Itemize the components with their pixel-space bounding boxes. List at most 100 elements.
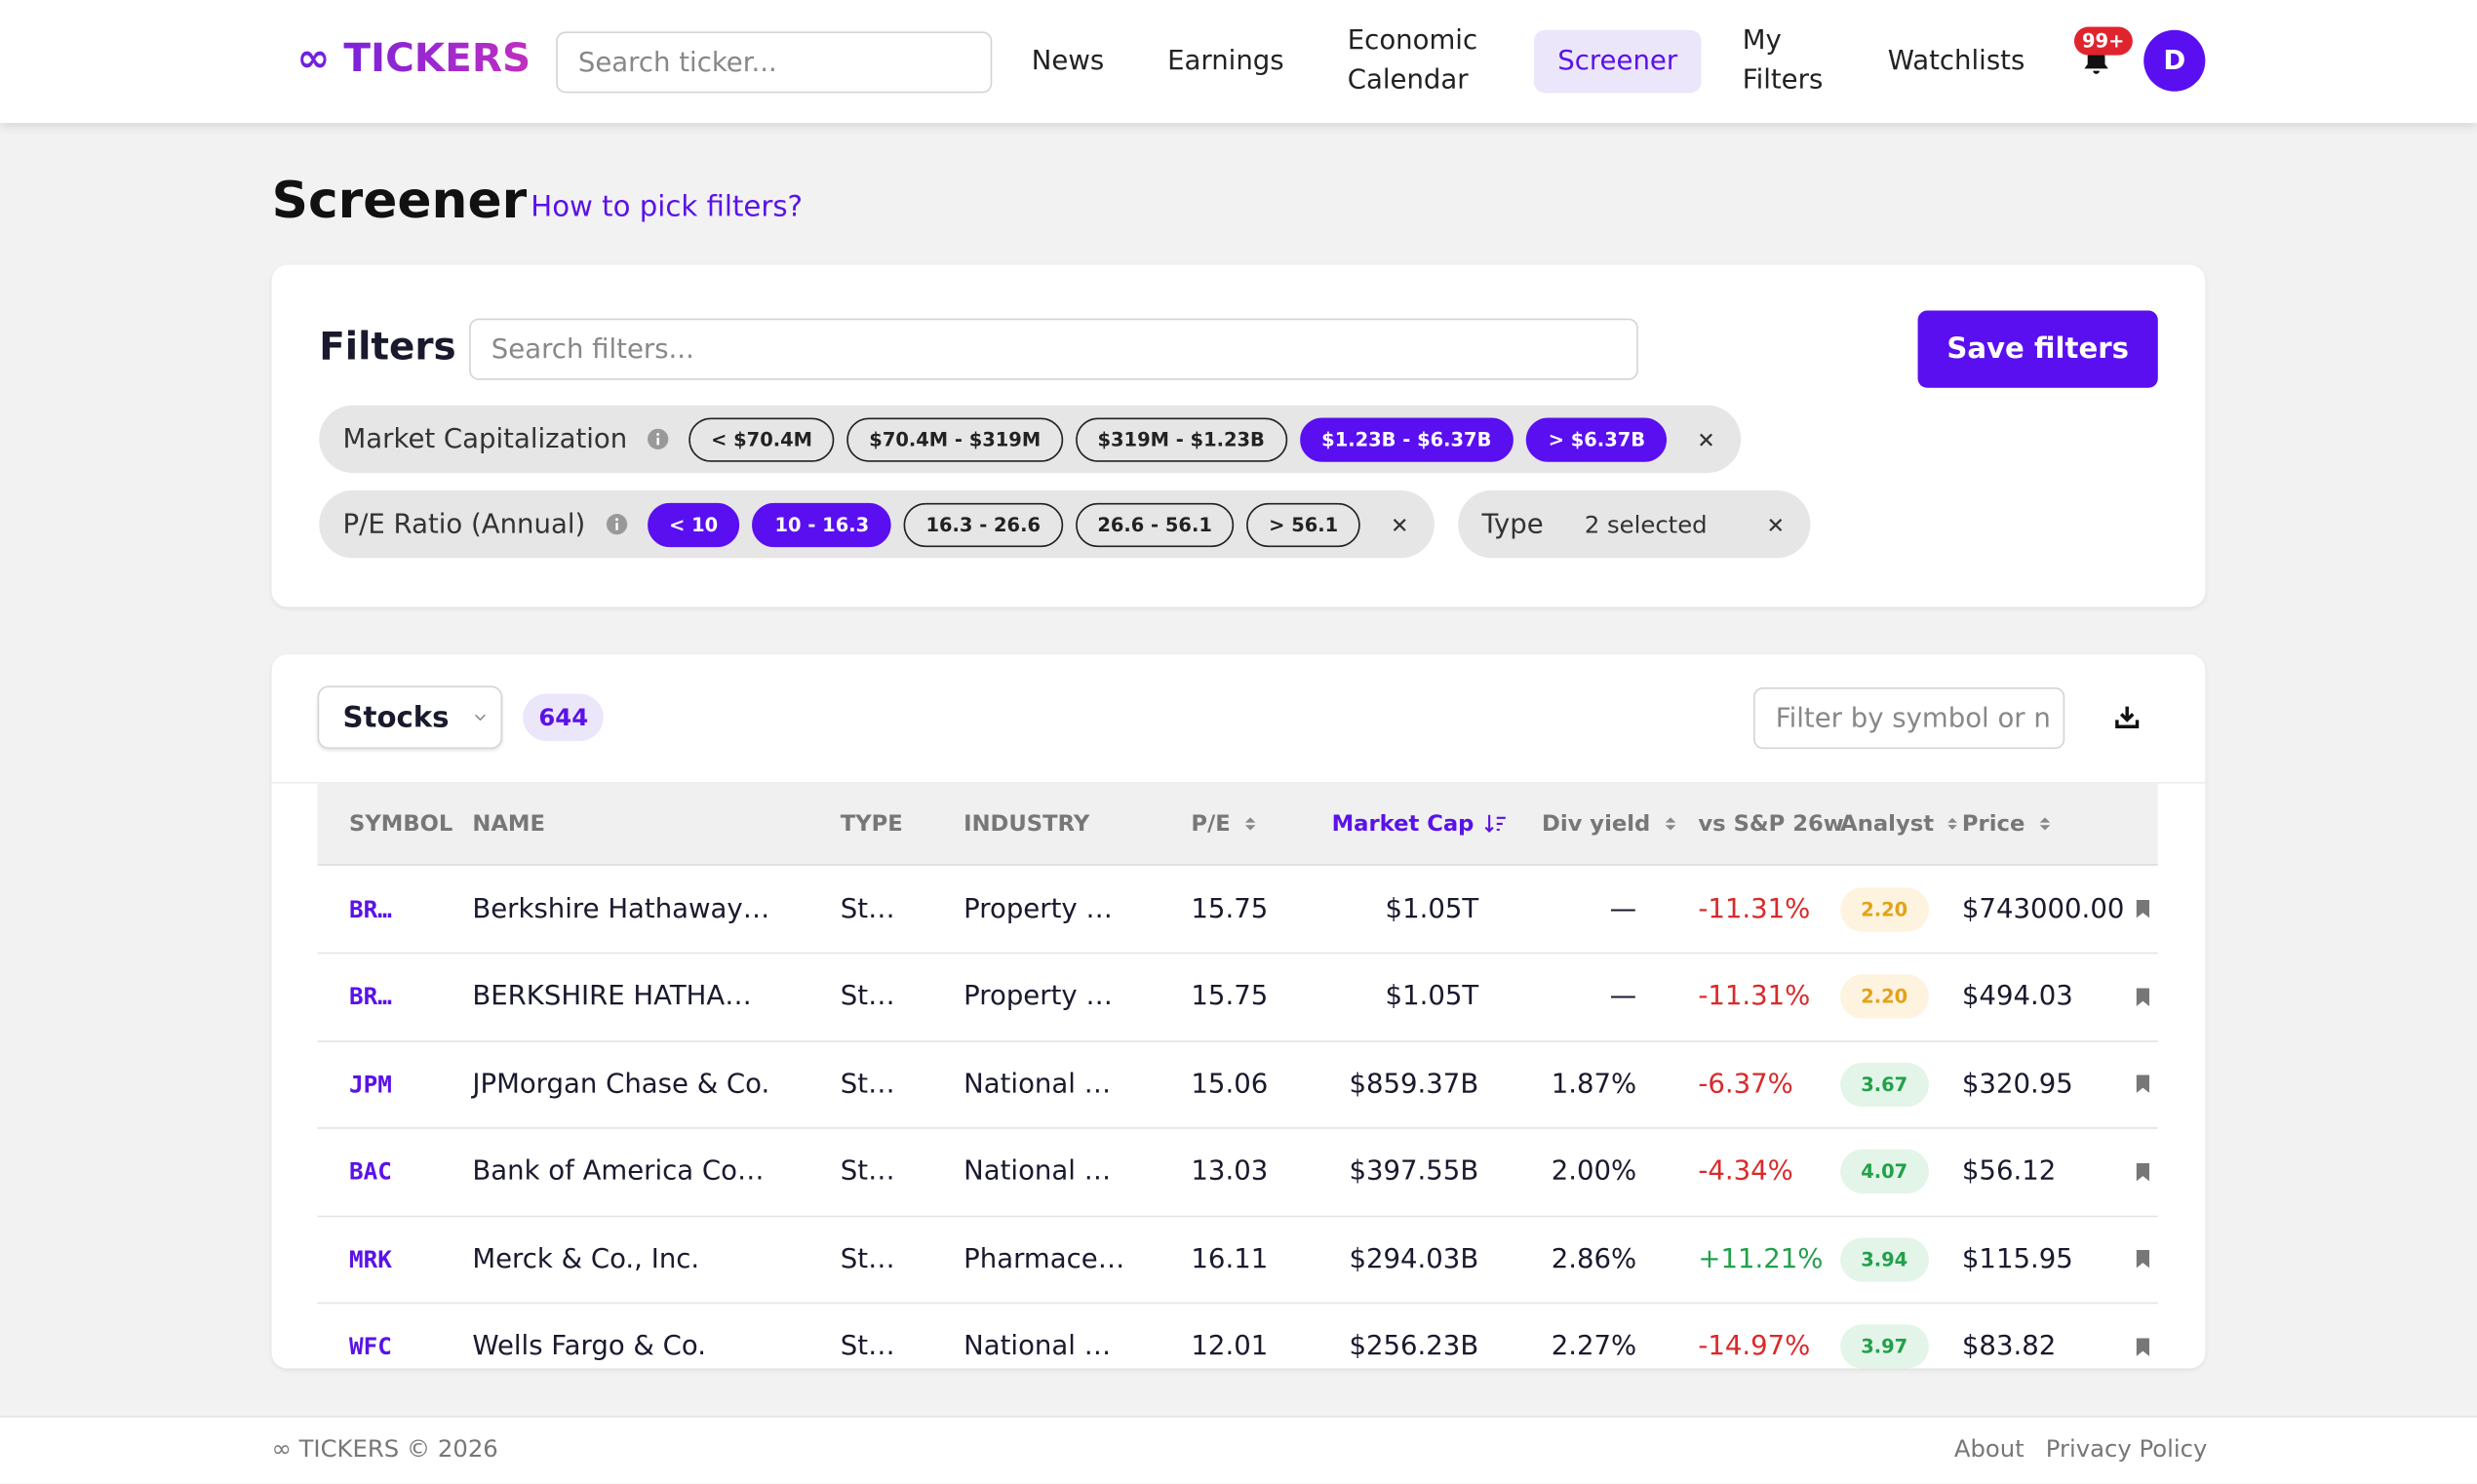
filter-option[interactable]: > $6.37B — [1526, 416, 1668, 461]
filter-group: P/E Ratio (Annual) < 10 10 - 16.3 16.3 - 26… — [319, 489, 1435, 559]
filter-option[interactable]: > 56.1 — [1246, 502, 1360, 547]
price: $494.03 — [1961, 980, 2073, 1013]
column-header: SYMBOL — [349, 811, 472, 837]
help-link[interactable]: How to pick filters? — [531, 190, 804, 224]
vs-sp: -11.31% — [1698, 893, 1811, 925]
nav-link[interactable]: News — [1031, 45, 1105, 77]
nav-link[interactable]: Watchlists — [1887, 45, 2025, 77]
filters-title: Filters — [319, 325, 456, 370]
table-header: SYMBOL NAME TYPE INDUSTRY P/E Market Cap Div y… — [317, 783, 2158, 866]
column-label: SYMBOL — [348, 810, 453, 837]
filter-option[interactable]: < 10 — [647, 502, 740, 547]
industry: National … — [963, 1068, 1112, 1100]
filter-option[interactable]: $319M - $1.23B — [1075, 416, 1287, 461]
footer-link[interactable]: Privacy Policy — [2045, 1434, 2208, 1464]
bookmark[interactable] — [2133, 985, 2153, 1008]
column-label: P/E — [1191, 810, 1231, 837]
type: St… — [840, 1243, 895, 1275]
market-cap: $256.23B — [1349, 1330, 1479, 1363]
ticker-search[interactable]: Search ticker... — [556, 31, 993, 94]
column-header: TYPE — [841, 811, 963, 837]
filters-card: Filters Search filters... Save filters Mark… — [271, 264, 2206, 607]
market-cap: $1.05T — [1385, 980, 1479, 1013]
symbol[interactable]: JPM — [348, 1070, 392, 1099]
name: JPMorgan Chase & Co. — [472, 1068, 770, 1100]
pe: 15.06 — [1191, 1068, 1269, 1100]
symbol[interactable]: BAC — [348, 1156, 392, 1186]
results-card: Stocks 644 Filter by symbol or n SYMBOL NAME… — [271, 654, 2206, 1369]
logo[interactable]: ∞ TICKERS — [296, 34, 531, 81]
symbol-filter[interactable]: Filter by symbol or n — [1753, 687, 2065, 750]
clear-filter[interactable] — [1764, 513, 1787, 535]
vs-sp: -4.34% — [1698, 1155, 1793, 1188]
div-yield: 2.00% — [1551, 1155, 1637, 1188]
download-icon[interactable] — [2113, 703, 2141, 729]
filter-group: Market Capitalization < $70.4M $70.4M - $3… — [319, 405, 1742, 474]
column-header[interactable]: P/E — [1191, 811, 1331, 837]
filter-search[interactable]: Search filters... — [469, 318, 1638, 380]
bookmark[interactable] — [2133, 1159, 2153, 1183]
analyst-rating: 3.67 — [1840, 1062, 1929, 1107]
symbol[interactable]: MRK — [348, 1244, 392, 1273]
market-cap: $859.37B — [1349, 1068, 1479, 1100]
filter-option[interactable]: < $70.4M — [688, 416, 835, 461]
vs-sp: +11.21% — [1698, 1243, 1824, 1275]
nav-link[interactable]: My Filters — [1742, 24, 1824, 97]
symbol[interactable]: WFC — [348, 1332, 392, 1361]
filter-option[interactable]: $70.4M - $319M — [846, 416, 1063, 461]
div-yield: 2.27% — [1551, 1330, 1637, 1363]
bookmark[interactable] — [2133, 897, 2153, 920]
table-row: JPM JPMorgan Chase & Co. St… National … 15.0… — [317, 1040, 2158, 1129]
nav-link[interactable]: Screener — [1533, 29, 1702, 94]
column-header[interactable]: Market Cap — [1332, 811, 1542, 837]
market-cap: $294.03B — [1349, 1243, 1479, 1275]
type: St… — [840, 1155, 895, 1188]
column-label: Market Cap — [1331, 810, 1474, 837]
filter-option[interactable]: 16.3 - 26.6 — [903, 502, 1063, 547]
filter-option[interactable]: $1.23B - $6.37B — [1299, 416, 1514, 461]
symbol[interactable]: BR… — [348, 894, 392, 923]
avatar[interactable]: D — [2143, 29, 2206, 92]
filter-summary[interactable]: 2 selected — [1584, 510, 1708, 539]
nav-link[interactable]: Earnings — [1167, 45, 1284, 77]
bookmark[interactable] — [2133, 1073, 2153, 1096]
column-label: INDUSTRY — [963, 810, 1090, 837]
column-header[interactable]: Analyst — [1840, 811, 1962, 837]
filter-option[interactable]: 26.6 - 56.1 — [1075, 502, 1235, 547]
filter-label: Type — [1481, 508, 1544, 540]
bookmark[interactable] — [2133, 1247, 2153, 1270]
sort-desc — [1484, 814, 1506, 833]
symbol[interactable]: BR… — [348, 982, 392, 1011]
column-header[interactable]: vs S&P 26w — [1698, 811, 1843, 837]
asset-type-dropdown[interactable]: Stocks — [317, 685, 503, 750]
pe: 12.01 — [1191, 1330, 1269, 1363]
sort-icon — [1244, 817, 1256, 831]
column-header: INDUSTRY — [963, 811, 1191, 837]
footer-link[interactable]: About — [1953, 1434, 2025, 1464]
analyst-rating: 3.94 — [1840, 1236, 1929, 1281]
clear-filter[interactable] — [1389, 513, 1411, 535]
type: St… — [840, 893, 895, 925]
bookmark[interactable] — [2133, 1335, 2153, 1358]
analyst-rating: 2.20 — [1840, 974, 1929, 1019]
column-header[interactable]: Div yield — [1542, 811, 1698, 837]
name: Merck & Co., Inc. — [472, 1243, 700, 1275]
filter-option[interactable]: 10 - 16.3 — [752, 502, 891, 547]
type: St… — [840, 1068, 895, 1100]
column-label: Analyst — [1840, 810, 1935, 837]
notification-badge: 99+ — [2073, 26, 2133, 56]
name: BERKSHIRE HATHA… — [472, 980, 752, 1013]
table-row: BAC Bank of America Co… St… National … 13.03… — [317, 1128, 2158, 1217]
filter-label: Market Capitalization — [342, 423, 628, 455]
name: Berkshire Hathaway… — [472, 893, 770, 925]
info-icon — [648, 428, 669, 449]
table-row: WFC Wells Fargo & Co. St… National … 12.01 $2… — [318, 1303, 2158, 1369]
column-header[interactable]: Price — [1962, 811, 2133, 837]
nav-link[interactable]: Economic Calendar — [1347, 24, 1478, 97]
price: $743000.00 — [1961, 893, 2125, 925]
asset-type: Stocks — [342, 700, 450, 734]
save-button[interactable]: Save filters — [1917, 310, 2158, 388]
sort-icon — [2039, 817, 2050, 831]
clear-filter[interactable] — [1696, 428, 1718, 450]
